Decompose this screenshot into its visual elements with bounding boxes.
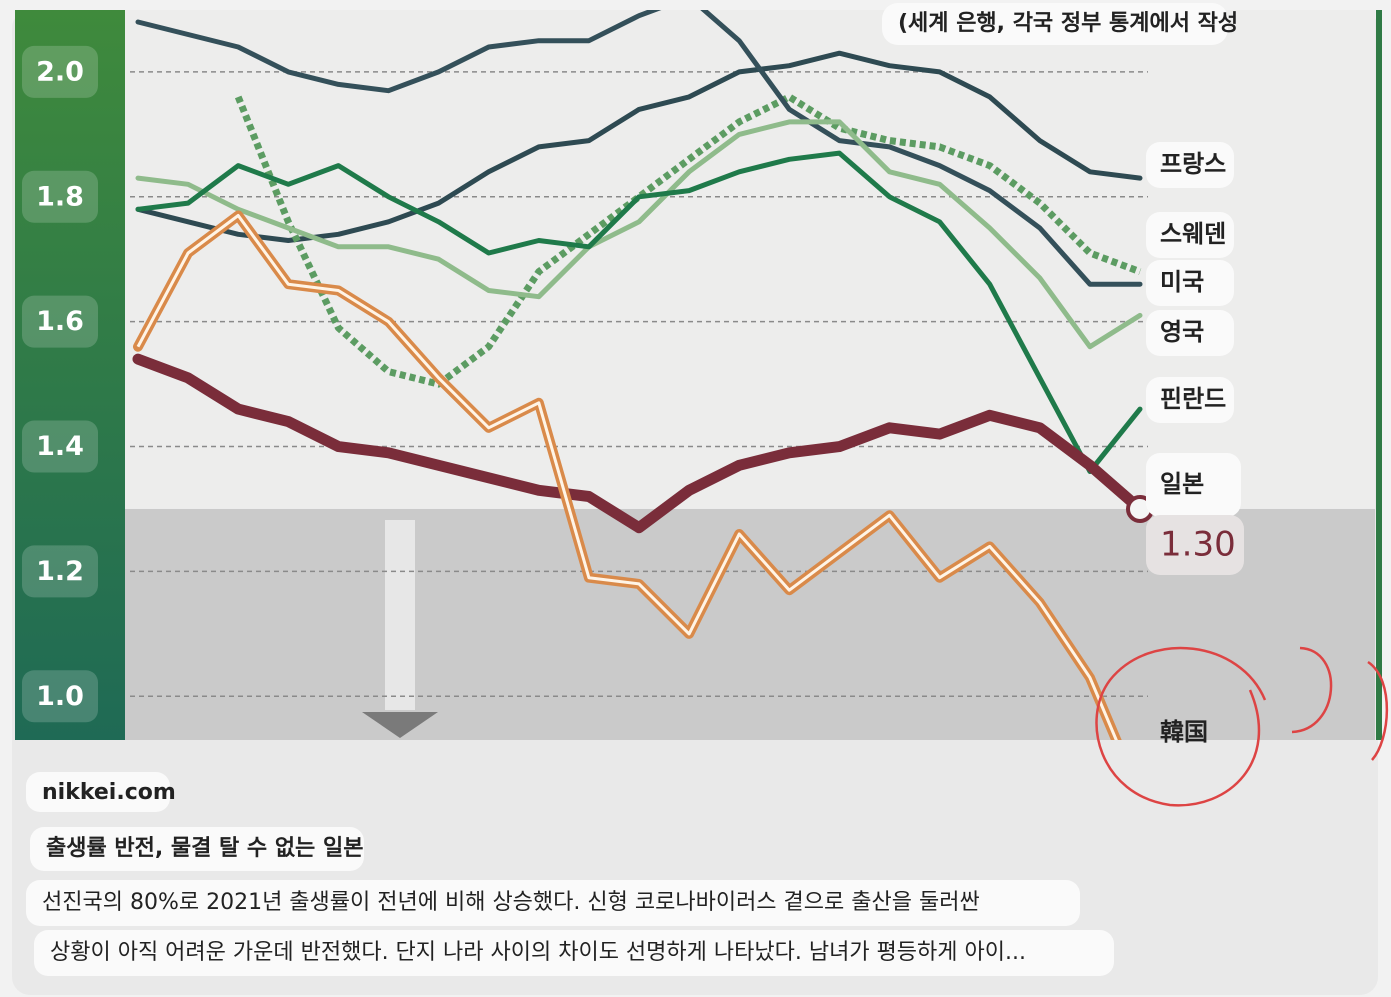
series-line — [132, 353, 1146, 534]
y-tick-label: 1.6 — [36, 306, 84, 337]
tick-box — [22, 670, 98, 723]
value-label-box — [1146, 515, 1244, 575]
annotation-circle — [1095, 646, 1267, 807]
source: (세계 은행, 각국 정부 통계에서 작성 — [898, 11, 1238, 36]
headline: 출생률 반전, 물결 탈 수 없는 일본 — [46, 836, 363, 861]
series-line — [135, 50, 1143, 243]
label-box — [1146, 212, 1234, 258]
series-line-inner — [136, 214, 1118, 740]
arrow-shaft — [385, 520, 415, 710]
body-box — [34, 930, 1114, 976]
label-box — [1146, 260, 1234, 306]
tick-box — [22, 545, 98, 598]
tick-box — [22, 420, 98, 473]
tick-box — [22, 295, 98, 348]
y-tick-label: 1.4 — [36, 431, 84, 462]
lines — [132, 10, 1154, 740]
axis-band — [15, 10, 125, 740]
site-box — [26, 772, 170, 812]
source-box — [882, 3, 1228, 45]
series-label: 스웨덴 — [1160, 220, 1226, 248]
label-box — [1146, 377, 1234, 423]
series-label: 韓国 — [1160, 718, 1208, 746]
y-tick-label: 1.8 — [36, 181, 84, 212]
label-box — [1146, 142, 1234, 188]
body-box — [26, 880, 1080, 926]
annotation-mark — [1291, 646, 1333, 734]
label-box — [1146, 310, 1234, 356]
series-line — [135, 10, 1143, 287]
body-line: 상황이 아직 어려운 가운데 반전했다. 단지 나라 사이의 차이도 선명하게 … — [50, 940, 1026, 965]
site: nikkei.com — [42, 780, 176, 805]
series-label: 핀란드 — [1160, 385, 1226, 413]
body-line: 선진국의 80%로 2021년 출생률이 전년에 비해 상승했다. 신형 코로나… — [42, 890, 980, 915]
series-line — [234, 93, 1142, 388]
tick-box — [22, 45, 98, 98]
series-line — [135, 150, 1143, 474]
y-tick-label: 1.0 — [36, 681, 84, 712]
label-box — [1146, 453, 1241, 517]
y-tick-label: 2.0 — [36, 56, 84, 87]
series-label: 영국 — [1160, 318, 1204, 346]
series-line — [135, 119, 1143, 350]
annotation-mark — [1367, 660, 1389, 761]
edge-band — [1376, 10, 1382, 740]
arrow-head — [362, 712, 438, 738]
series-label: 일본 — [1160, 470, 1204, 498]
value-label: 1.30 — [1160, 525, 1236, 565]
series-label: 미국 — [1160, 268, 1204, 296]
tick-box — [22, 170, 98, 223]
headline-box — [30, 827, 364, 871]
y-tick-label: 1.2 — [36, 556, 84, 587]
series-label: 프랑스 — [1160, 150, 1226, 178]
